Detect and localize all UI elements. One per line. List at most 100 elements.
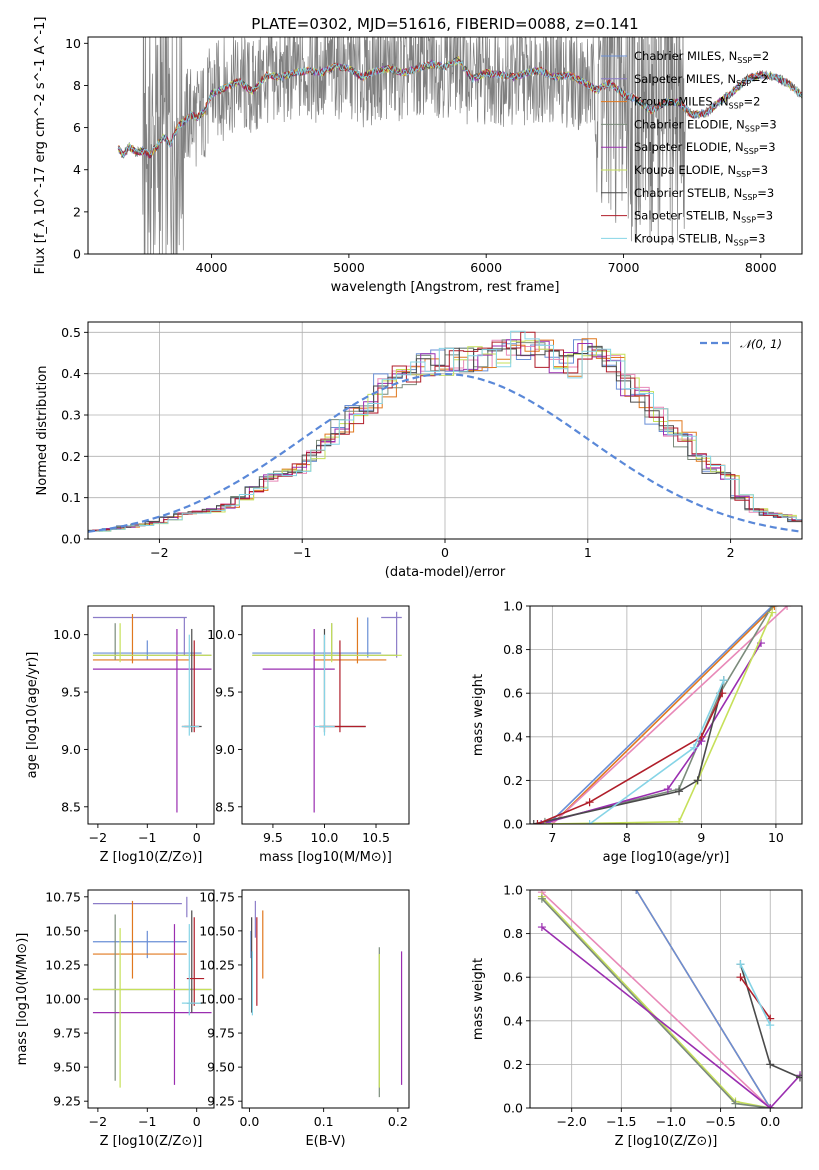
cumulative-line bbox=[589, 679, 725, 824]
y-tick-label: 0.4 bbox=[503, 729, 523, 744]
cumulative-chabrier-miles bbox=[632, 890, 775, 1108]
legend-entry: Kroupa MILES, NSSP=2 bbox=[634, 95, 760, 111]
y-tick-label: 0.0 bbox=[61, 532, 81, 547]
marker-plus bbox=[537, 820, 546, 824]
y-tick-label: 9.75 bbox=[53, 1026, 81, 1041]
y-tick-label: 4 bbox=[73, 162, 81, 177]
y-tick-label: 9.5 bbox=[61, 685, 81, 700]
y-tick-label: 9.50 bbox=[207, 1060, 235, 1075]
cumulative-line bbox=[635, 890, 771, 1108]
plot-area bbox=[88, 330, 802, 533]
cumulative-line bbox=[541, 926, 801, 1108]
panel-weight_vs_age: 7 8 9 10 0.0 0.2 0.4 0.6 0.8 1.0 age [log10(age/yr… bbox=[471, 599, 803, 865]
axes-frame bbox=[87, 36, 803, 255]
legend-count: =3 bbox=[757, 186, 774, 200]
marker-plus bbox=[736, 973, 745, 982]
marker-plus bbox=[689, 743, 698, 752]
legend-entry: Kroupa ELODIE, NSSP=3 bbox=[634, 163, 768, 179]
x-tick-label: 0 bbox=[441, 545, 449, 560]
cumulative-line bbox=[739, 976, 771, 1020]
legend-entry: Salpeter STELIB, NSSP=3 bbox=[634, 209, 773, 225]
legend-subscript: SSP bbox=[729, 102, 744, 111]
x-tick-label: 0 bbox=[193, 830, 201, 845]
plot-area bbox=[117, 37, 802, 254]
y-tick-label: 0.0 bbox=[503, 1101, 523, 1116]
y-tick-label: 10.00 bbox=[45, 992, 81, 1007]
plot-area bbox=[250, 900, 403, 1098]
y-tick-label: 0 bbox=[73, 247, 81, 262]
legend-count: =3 bbox=[760, 117, 777, 131]
x-tick-label: 0.2 bbox=[388, 1114, 408, 1129]
x-tick-label: 6000 bbox=[470, 260, 502, 275]
chart-title: PLATE=0302, MJD=51616, FIBERID=0088, z=0… bbox=[251, 15, 638, 33]
x-tick-label: 0.0 bbox=[760, 1114, 780, 1129]
legend-count: =2 bbox=[752, 49, 769, 63]
histogram-line-kroupa-miles bbox=[96, 338, 802, 531]
cumulative-line bbox=[537, 692, 724, 824]
y-axis-label: mass [log10(M/M⊙)] bbox=[15, 933, 30, 1066]
x-tick-label: 4000 bbox=[196, 260, 228, 275]
cumulative-salpeter-elodie bbox=[537, 639, 766, 824]
y-axis-label: mass weight bbox=[471, 674, 486, 756]
panel-age_vs_Z: −2 −1 0 8.5 9.0 9.5 10.0 Z [log10(Z/Z⊙)] age [lo… bbox=[25, 605, 215, 865]
y-tick-label: 8.5 bbox=[61, 799, 81, 814]
x-tick-label: 8000 bbox=[745, 260, 777, 275]
axes-frame bbox=[87, 889, 215, 1109]
panel-residuals: −2 −1 0 1 2 0.0 0.1 0.2 0.3 0.4 0.5 (data-model)/er… bbox=[35, 321, 803, 580]
marker-plus bbox=[731, 1099, 740, 1108]
y-tick-label: 10 bbox=[65, 36, 81, 51]
legend-entry: Chabrier ELODIE, NSSP=3 bbox=[634, 117, 777, 133]
errorbar-salpeter-miles bbox=[381, 611, 402, 658]
x-tick-label: 2 bbox=[727, 545, 735, 560]
errorbar-chabrier-stelib bbox=[184, 628, 202, 733]
marker-plus bbox=[796, 1073, 802, 1082]
x-tick-label: 10 bbox=[768, 830, 784, 845]
cumulative-line bbox=[533, 679, 725, 824]
x-axis-label: Z [log10(Z/Z⊙)] bbox=[100, 1134, 203, 1149]
y-tick-label: 9.0 bbox=[215, 742, 235, 757]
legend-entry: Salpeter ELODIE, NSSP=3 bbox=[634, 140, 776, 156]
y-tick-label: 10.75 bbox=[45, 889, 81, 904]
x-tick-label: 9 bbox=[697, 830, 705, 845]
x-tick-label: −1 bbox=[138, 1114, 156, 1129]
x-axis-label: age [log10(age/yr)] bbox=[603, 850, 730, 865]
legend-count: =3 bbox=[759, 140, 776, 154]
marker-plus bbox=[718, 689, 727, 698]
errorbar-kroupa-stelib bbox=[181, 924, 202, 1016]
x-axis-label: mass [log10(M/M⊙)] bbox=[259, 850, 392, 865]
y-axis-label: mass weight bbox=[471, 958, 486, 1040]
y-axis-label: Flux [f_λ 10^-17 erg cm^-2 s^-1 A^-1] bbox=[33, 17, 48, 275]
x-tick-label: −0.5 bbox=[705, 1114, 735, 1129]
cumulative-line bbox=[548, 606, 773, 824]
marker-plus bbox=[783, 606, 792, 610]
errorbar-chabrier-miles bbox=[92, 640, 202, 660]
cumulative-salpeter-stelib bbox=[533, 689, 727, 824]
x-tick-label: 5000 bbox=[333, 260, 365, 275]
cumulative-line bbox=[739, 963, 771, 1026]
marker-plus bbox=[770, 606, 779, 610]
plot-area bbox=[252, 611, 402, 813]
legend-count: =2 bbox=[751, 72, 768, 86]
legend-subscript: SSP bbox=[736, 170, 751, 179]
y-tick-label: 0.2 bbox=[61, 449, 81, 464]
errorbar-kroupa-stelib bbox=[314, 634, 335, 736]
marker-plus bbox=[530, 820, 538, 824]
errorbar-salpeter-stelib bbox=[319, 640, 366, 733]
y-tick-label: 0.8 bbox=[503, 642, 523, 657]
y-tick-label: 1.0 bbox=[503, 599, 523, 614]
histogram-line-salpeter-miles bbox=[92, 339, 802, 532]
x-tick-label: −1 bbox=[293, 545, 311, 560]
errorbar-kroupa-stelib bbox=[181, 634, 200, 736]
errorbar-chabrier-stelib bbox=[319, 628, 366, 733]
x-axis-label: (data-model)/error bbox=[385, 565, 506, 580]
y-tick-label: 9.5 bbox=[215, 685, 235, 700]
y-tick-label: 0.0 bbox=[503, 817, 523, 832]
errorbar-salpeter-miles bbox=[92, 616, 187, 656]
errorbar-salpeter-miles bbox=[92, 896, 188, 918]
marker-plus bbox=[675, 817, 684, 824]
x-tick-label: 7 bbox=[548, 830, 556, 845]
x-tick-label: 9.5 bbox=[263, 830, 283, 845]
y-tick-label: 0.6 bbox=[503, 970, 523, 985]
cumulative-line bbox=[540, 642, 762, 824]
